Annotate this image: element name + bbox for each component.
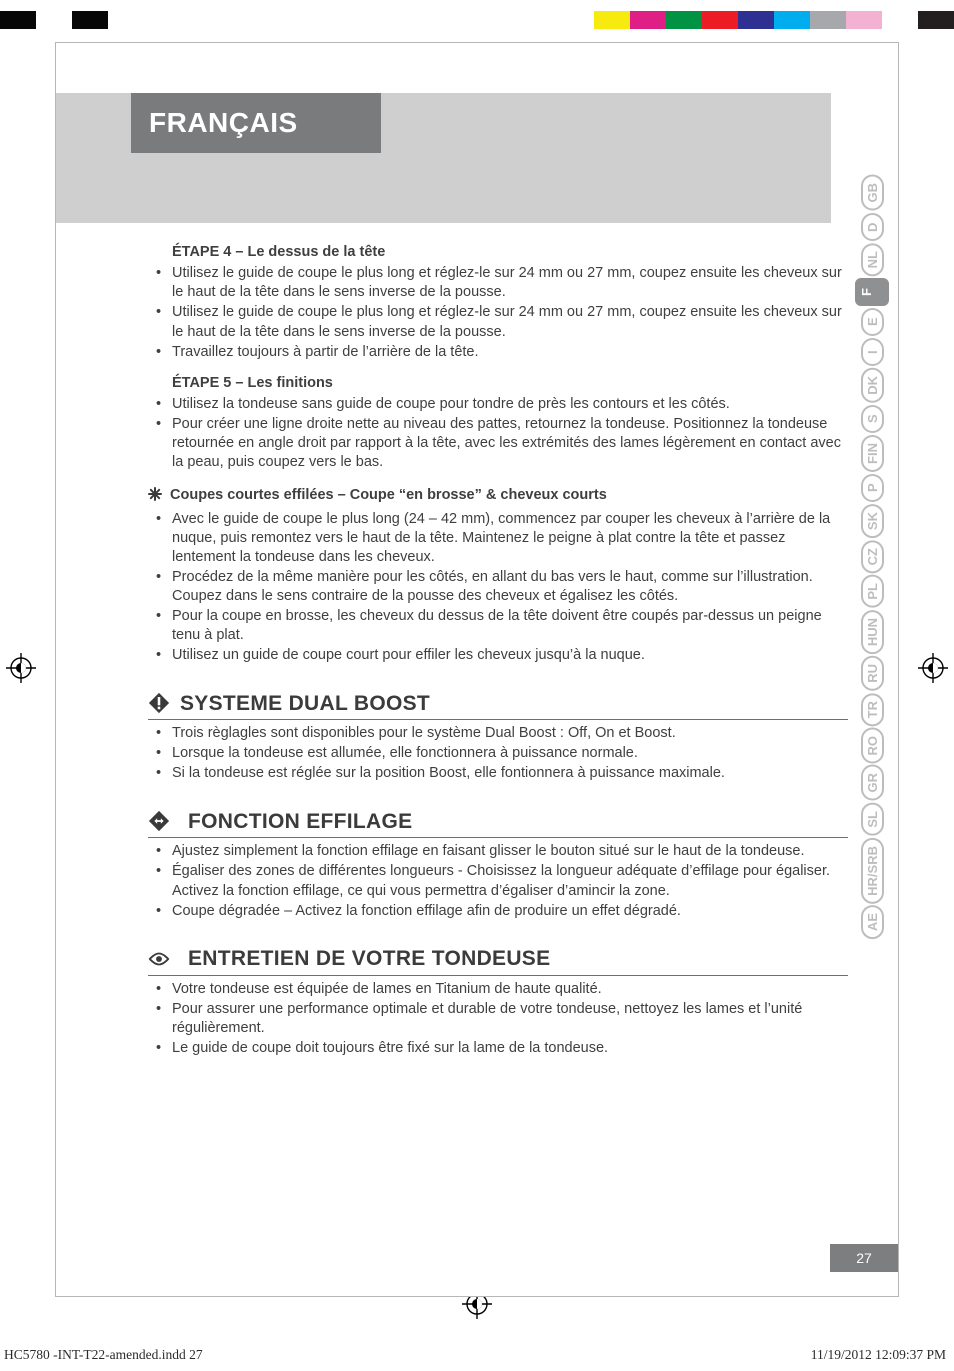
list-item: Utilisez le guide de coupe le plus long … <box>148 303 848 341</box>
language-tab-nl[interactable]: NL <box>861 243 884 276</box>
language-tab-ro[interactable]: RO <box>861 728 884 764</box>
list-item: Pour créer une ligne droite nette au niv… <box>148 415 848 472</box>
list-item: Trois règlagles sont disponibles pour le… <box>148 724 848 743</box>
list-item: Lorsque la tondeuse est allumée, elle fo… <box>148 744 848 763</box>
language-tab-f[interactable]: F <box>855 278 889 306</box>
page-frame: FRANÇAIS GBDNLFEIDKSFINPSKCZPLHUNRUTRROG… <box>55 42 899 1297</box>
list-item: Si la tondeuse est réglée sur la positio… <box>148 764 848 783</box>
section-effilage: FONCTION EFFILAGE Ajustez simplement la … <box>148 808 848 921</box>
language-tab-dk[interactable]: DK <box>861 368 884 403</box>
list-item: Votre tondeuse est équipée de lames en T… <box>148 980 848 999</box>
list-item: Procédez de la même manière pour les côt… <box>148 568 848 606</box>
list-item: Égaliser des zones de différentes longue… <box>148 862 848 900</box>
language-badge: FRANÇAIS <box>131 93 381 153</box>
language-tab-ae[interactable]: AE <box>861 905 884 939</box>
language-tab-ru[interactable]: RU <box>861 656 884 691</box>
language-tab-tr[interactable]: TR <box>861 693 884 726</box>
list-item: Pour la coupe en brosse, les cheveux du … <box>148 607 848 645</box>
list-item: Utilisez la tondeuse sans guide de coupe… <box>148 395 848 414</box>
language-tab-pl[interactable]: PL <box>861 575 884 608</box>
list-item: Coupe dégradée – Activez la fonction eff… <box>148 902 848 921</box>
list-item: Utilisez un guide de coupe court pour ef… <box>148 646 848 665</box>
exclamation-diamond-icon <box>148 692 170 714</box>
care-list: Votre tondeuse est équipée de lames en T… <box>148 980 848 1059</box>
language-tab-d[interactable]: D <box>861 213 884 241</box>
step5-list: Utilisez la tondeuse sans guide de coupe… <box>148 395 848 473</box>
language-tab-s[interactable]: S <box>861 405 884 433</box>
print-color-bar <box>0 11 954 29</box>
asterisk-icon <box>148 487 162 507</box>
short-styles-list: Avec le guide de coupe le plus long (24 … <box>148 510 848 666</box>
eye-icon <box>148 948 170 970</box>
step4-list: Utilisez le guide de coupe le plus long … <box>148 264 848 362</box>
language-tab-sl[interactable]: SL <box>861 803 884 836</box>
language-tab-fin[interactable]: FIN <box>861 435 884 472</box>
page-content: ÉTAPE 4 – Le dessus de la tête Utilisez … <box>148 239 848 1070</box>
section-care: ENTRETIEN DE VOTRE TONDEUSE Votre tondeu… <box>148 945 848 1058</box>
section-dual-boost: SYSTEME DUAL BOOST Trois règlagles sont … <box>148 690 848 784</box>
step5-title: ÉTAPE 5 – Les finitions <box>172 374 848 393</box>
effilage-list: Ajustez simplement la fonction effilage … <box>148 842 848 921</box>
registration-mark-icon <box>6 653 36 683</box>
short-styles-heading: Coupes courtes effilées – Coupe “en bros… <box>148 486 848 507</box>
language-tab-i[interactable]: I <box>861 338 884 366</box>
list-item: Utilisez le guide de coupe le plus long … <box>148 264 848 302</box>
dual-boost-list: Trois règlagles sont disponibles pour le… <box>148 724 848 783</box>
short-styles-title: Coupes courtes effilées – Coupe “en bros… <box>170 487 607 503</box>
language-tab-e[interactable]: E <box>861 308 884 336</box>
language-tab-gr[interactable]: GR <box>861 765 884 801</box>
registration-mark-icon <box>918 653 948 683</box>
language-tab-gb[interactable]: GB <box>861 175 884 211</box>
language-tab-sk[interactable]: SK <box>861 504 884 538</box>
section-title: SYSTEME DUAL BOOST <box>180 690 430 718</box>
list-item: Ajustez simplement la fonction effilage … <box>148 842 848 861</box>
list-item: Pour assurer une performance optimale et… <box>148 1000 848 1038</box>
step4-title: ÉTAPE 4 – Le dessus de la tête <box>172 243 848 262</box>
footer-timestamp: 11/19/2012 12:09:37 PM <box>811 1347 946 1363</box>
language-tab-p[interactable]: P <box>861 474 884 502</box>
list-item: Le guide de coupe doit toujours être fix… <box>148 1039 848 1058</box>
arrows-diamond-icon <box>148 810 170 832</box>
language-tab-hrsrb[interactable]: HR/SRB <box>861 838 884 904</box>
page-number: 27 <box>830 1244 898 1272</box>
language-tabs: GBDNLFEIDKSFINPSKCZPLHUNRUTRROGRSLHR/SRB… <box>854 175 890 939</box>
footer-filename: HC5780 -INT-T22-amended.indd 27 <box>4 1347 203 1363</box>
language-tab-cz[interactable]: CZ <box>861 540 884 573</box>
list-item: Travaillez toujours à partir de l’arrièr… <box>148 343 848 362</box>
section-title: ENTRETIEN DE VOTRE TONDEUSE <box>188 945 550 973</box>
list-item: Avec le guide de coupe le plus long (24 … <box>148 510 848 567</box>
section-title: FONCTION EFFILAGE <box>188 808 412 836</box>
language-tab-hun[interactable]: HUN <box>861 610 884 654</box>
